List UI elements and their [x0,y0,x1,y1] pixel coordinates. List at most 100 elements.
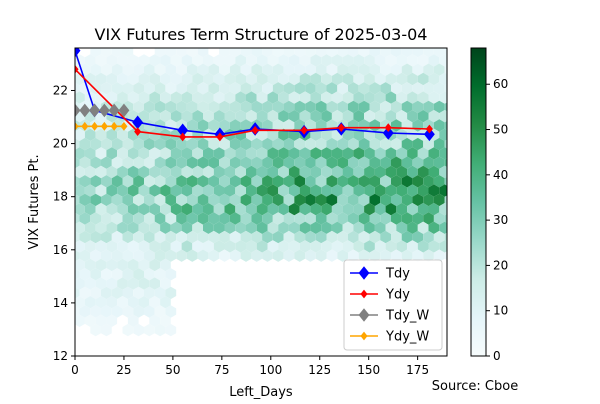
hexbin-cell [154,212,166,225]
hexbin-cell [170,110,182,123]
hexbin-cell [133,212,144,225]
hexbin-cell [63,110,74,122]
hexbin-cell [84,184,96,197]
data-point-ydy [300,125,308,135]
hexbin-cell [272,119,284,132]
hexbin-cell [348,193,359,207]
hexbin-cell [305,48,316,58]
hexbin-cell [149,221,161,234]
hexbin-cell [154,100,166,114]
hexbin-cell [283,48,295,58]
hexbin-cell [439,110,447,123]
hexbin-cell [331,91,343,104]
hexbin-cell [127,296,139,309]
hexbin-cell [321,110,332,123]
hexbin-cell [283,193,295,207]
hexbin-cell [342,91,354,104]
hexbin-cell [353,128,365,141]
hexbin-cell [407,221,418,234]
hexbin-cell [272,156,284,169]
hexbin-cell [267,147,279,160]
hexbin-cell [229,193,241,207]
hexbin-cell [256,128,268,141]
hexbin-cell [127,54,139,67]
hexbin-cell [203,128,214,141]
data-point-tdy [382,126,394,140]
hexbin-cell [439,221,447,234]
hexbin-cell [391,63,402,76]
hexbin-cell [331,72,343,86]
hexbin-cell [197,137,209,151]
hexbin-cell [380,48,391,58]
data-point-ydy [134,127,142,137]
hexbin-cell [111,156,123,169]
hexbin-cell [305,230,316,244]
hexbin-cell [79,137,91,151]
hexbin-cell [246,110,257,123]
hexbin-cell [396,165,408,179]
hexbin-cell [417,54,429,67]
hexbin-cell [176,137,187,151]
hexbin-cell [283,249,295,262]
hexbin-cell [186,175,198,188]
hexbin-cell [160,54,171,67]
hexbin-cell [133,305,144,318]
hexbin-cell [412,249,424,262]
hexbin-cell [144,323,155,337]
hexbin-cell [342,72,354,86]
hexbin-cell [90,286,101,300]
hexbin-cell [229,212,241,225]
hexbin-cell [407,184,418,197]
hexbin-cell [133,323,144,337]
hexbin-cell [75,296,85,309]
hexbin-cell [138,91,150,104]
hexbin-cell [170,184,182,197]
hexbin-cell [396,240,408,253]
hexbin-cell [224,240,236,253]
hexbin-cell [149,54,161,67]
hexbin-cell [122,286,134,300]
hexbin-cell [197,175,209,188]
hexbin-cell [428,54,440,67]
legend-label: Tdy_W [385,309,429,324]
hexbin-cell [412,156,424,169]
hexbin-cell [133,249,144,262]
hexbin-cell [90,63,101,76]
hexbin-cell [369,82,381,95]
hexbin-cell [122,249,134,262]
hexbin-cell [337,100,348,114]
hexbin-cell [380,249,391,262]
hexbin-cell [235,110,246,123]
hexbin-cell [111,137,123,151]
hexbin-cell [170,203,182,216]
hexbin-cell [90,305,101,318]
hexbin-cell [331,165,343,179]
hexbin-cell [165,268,177,281]
hexbin-cell [117,72,128,86]
hexbin-cell [262,119,273,132]
hexbin-cell [262,48,273,58]
hexbin-cell [75,277,85,290]
hexbin-cell [192,203,203,216]
hexbin-cell [75,184,85,197]
hexbin-cell [262,100,273,114]
hexbin-cell [444,48,447,56]
y-tick-label: 22 [53,83,68,97]
hexbin-cell [170,240,182,253]
hexbin-cell [75,203,85,216]
hexbin-cell [149,258,161,272]
hexbin-cell [90,48,101,58]
data-point-tdy-w [118,103,130,118]
hexbin-cell [374,165,386,179]
hexbin-cell [192,240,203,253]
hexbin-cell [90,230,101,244]
colorbar-tick-label: 10 [493,304,508,318]
hexbin-cell [299,72,311,86]
hexbin-cell [229,82,241,95]
hexbin-cell [144,156,155,169]
hexbin-cell [154,230,166,244]
data-point-ydy-w [81,121,89,131]
hexbin-cell [391,137,402,151]
hexbin-cell [111,82,123,95]
x-tick-label: 75 [214,363,229,377]
